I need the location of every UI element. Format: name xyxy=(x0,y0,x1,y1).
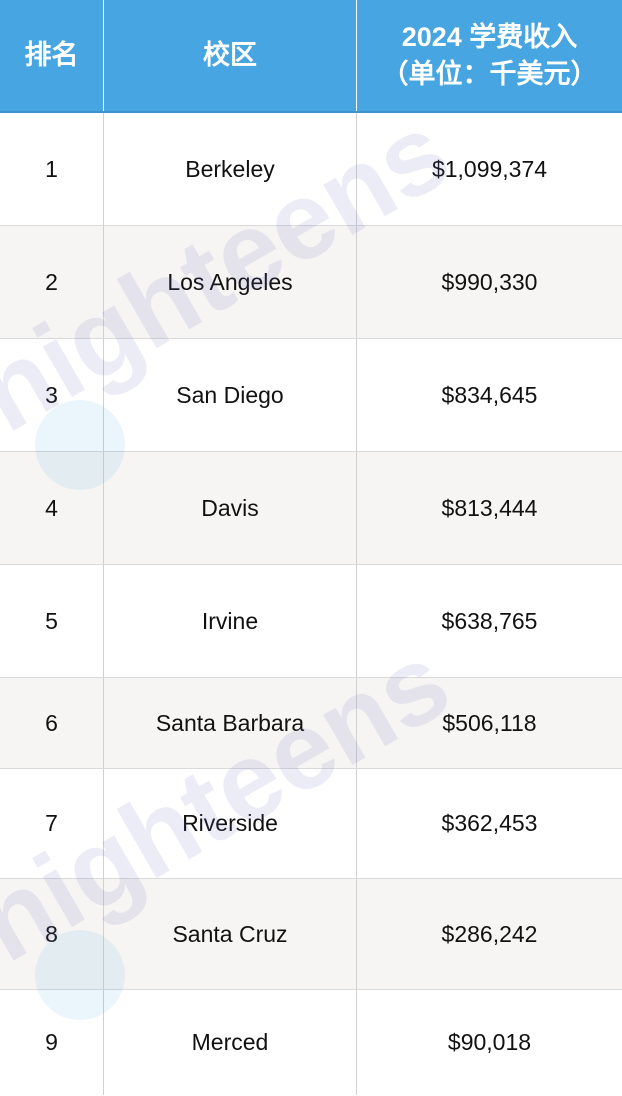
rank-cell: 9 xyxy=(45,1029,58,1055)
campus-cell: Los Angeles xyxy=(103,226,356,338)
table-row: 4 Davis $813,444 xyxy=(0,452,622,565)
header-revenue-line1: 2024 学费收入 xyxy=(401,22,578,53)
rank-cell: 3 xyxy=(45,381,58,408)
rank-cell: 1 xyxy=(45,155,58,182)
revenue-cell: $90,018 xyxy=(356,990,622,1095)
table-row: 3 San Diego $834,645 xyxy=(0,339,622,452)
header-rank: 排名 xyxy=(24,40,79,71)
header-revenue: 2024 学费收入 （单位：千美元） xyxy=(356,0,622,111)
rank-cell: 6 xyxy=(45,709,58,736)
table-row: 8 Santa Cruz $286,242 xyxy=(0,879,622,990)
rank-cell: 4 xyxy=(45,494,58,521)
campus-cell: Merced xyxy=(103,990,356,1095)
revenue-cell: $362,453 xyxy=(356,769,622,878)
revenue-cell: $834,645 xyxy=(356,339,622,451)
campus-cell: Berkeley xyxy=(103,113,356,225)
table-row: 7 Riverside $362,453 xyxy=(0,769,622,879)
header-revenue-line2: （单位：千美元） xyxy=(381,58,598,89)
table-row: 2 Los Angeles $990,330 xyxy=(0,226,622,339)
revenue-cell: $506,118 xyxy=(356,678,622,768)
rank-cell: 8 xyxy=(45,920,58,947)
revenue-cell: $1,099,374 xyxy=(356,113,622,225)
table-row: 5 Irvine $638,765 xyxy=(0,565,622,678)
rank-cell: 5 xyxy=(45,607,58,634)
revenue-cell: $638,765 xyxy=(356,565,622,677)
table-row: 9 Merced $90,018 xyxy=(0,990,622,1095)
rank-cell: 2 xyxy=(45,268,58,295)
revenue-cell: $990,330 xyxy=(356,226,622,338)
campus-cell: Davis xyxy=(103,452,356,564)
table-row: 6 Santa Barbara $506,118 xyxy=(0,678,622,769)
revenue-cell: $286,242 xyxy=(356,879,622,989)
campus-cell: San Diego xyxy=(103,339,356,451)
revenue-cell: $813,444 xyxy=(356,452,622,564)
campus-cell: Irvine xyxy=(103,565,356,677)
campus-cell: Santa Cruz xyxy=(103,879,356,989)
campus-cell: Santa Barbara xyxy=(103,678,356,768)
campus-cell: Riverside xyxy=(103,769,356,878)
table-row: 1 Berkeley $1,099,374 xyxy=(0,113,622,226)
table-header: 排名 校区 2024 学费收入 （单位：千美元） xyxy=(0,0,622,113)
header-campus: 校区 xyxy=(103,0,356,111)
rank-cell: 7 xyxy=(45,810,58,836)
